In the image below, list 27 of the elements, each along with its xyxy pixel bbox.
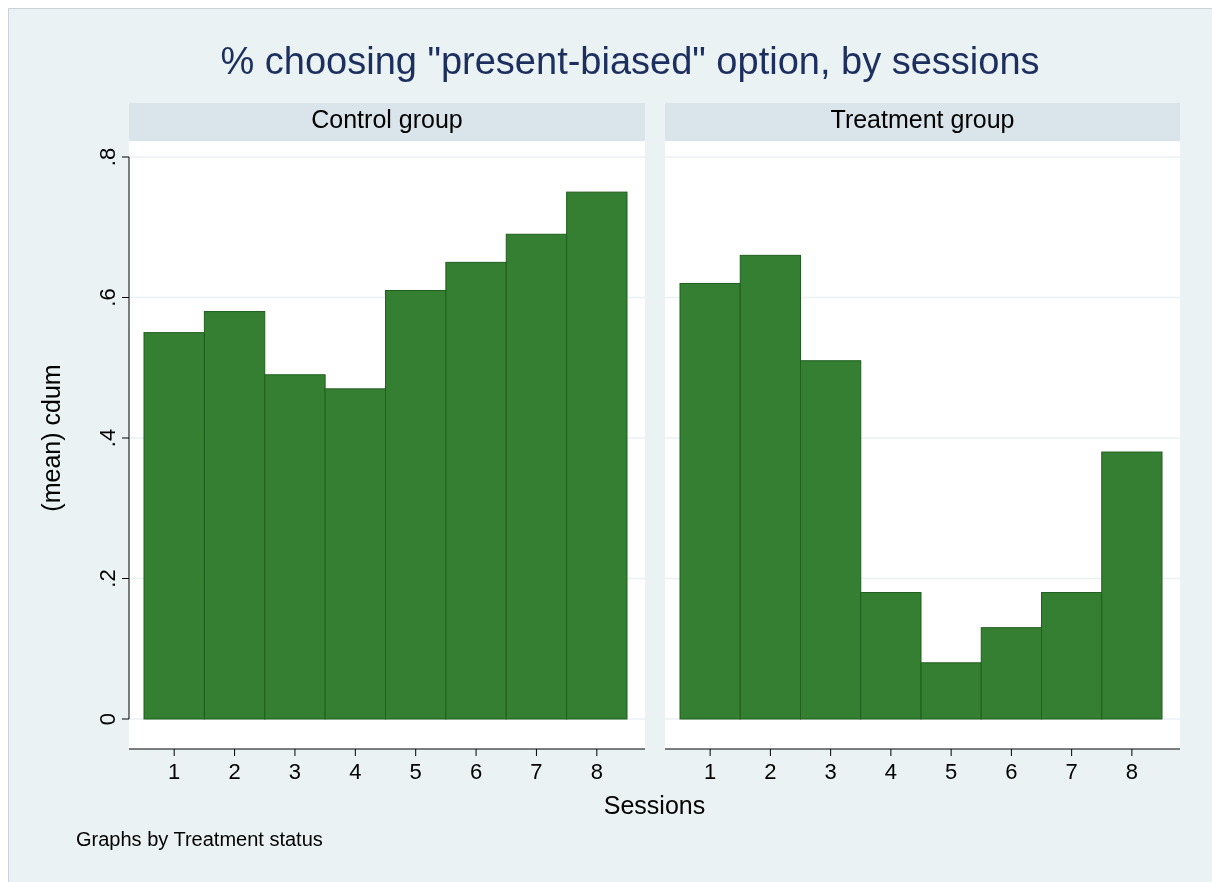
y-axis-title: (mean) cdum <box>37 364 65 512</box>
x-tick-label: 2 <box>764 759 777 784</box>
x-tick-label: 7 <box>530 759 543 784</box>
x-tick-label: 7 <box>1065 759 1078 784</box>
x-axis-title: Sessions <box>603 791 706 819</box>
y-tick-label: .4 <box>95 428 120 448</box>
x-tick-label: 2 <box>228 759 241 784</box>
x-tick-label: 5 <box>409 759 422 784</box>
x-tick-label: 6 <box>1005 759 1018 784</box>
x-tick-label: 1 <box>168 759 181 784</box>
x-tick-label: 5 <box>945 759 958 784</box>
x-tick-label: 8 <box>1125 759 1138 784</box>
x-tick-label: 4 <box>349 759 362 784</box>
y-tick-label: .2 <box>95 569 120 588</box>
text: Graphs by Treatment status <box>76 828 323 850</box>
y-tick-label: .8 <box>95 147 120 167</box>
y-tick-label: .6 <box>95 288 120 307</box>
chart-subtitle: Control group <box>311 105 463 133</box>
x-tick-label: 6 <box>469 759 483 784</box>
x-tick-label: 3 <box>288 759 302 784</box>
chart-subtitle: Treatment group <box>830 105 1015 133</box>
x-tick-label: 8 <box>590 759 603 784</box>
x-tick-label: 4 <box>884 759 897 784</box>
x-tick-label: 3 <box>824 759 837 784</box>
y-tick-label: 0 <box>95 712 120 726</box>
chart-title: % choosing "present-biased" option, by sessions <box>220 40 1040 82</box>
x-tick-label: 1 <box>704 759 717 784</box>
